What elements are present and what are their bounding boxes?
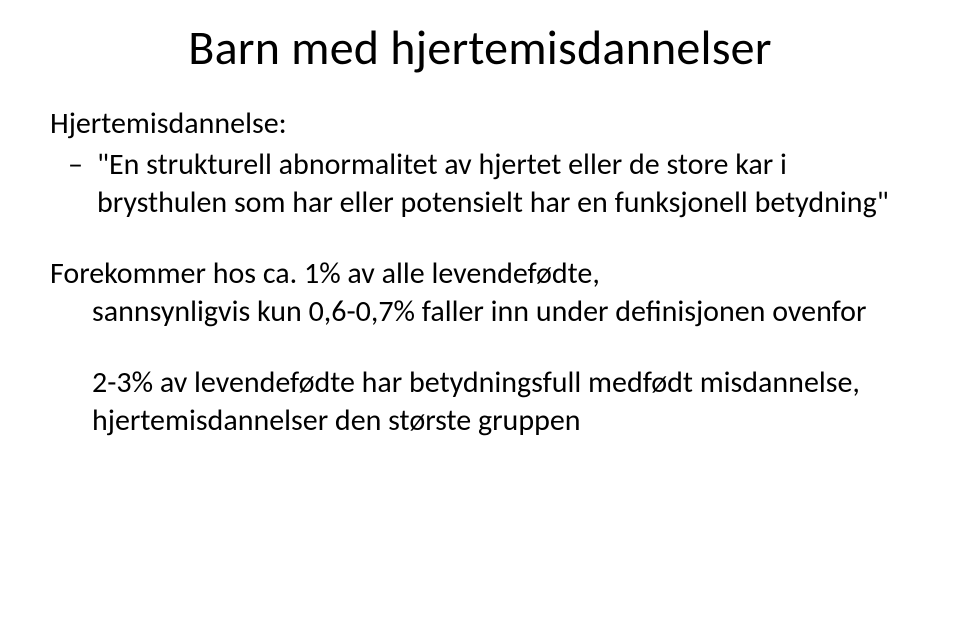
slide-title: Barn med hjertemisdannelser [50,18,910,77]
prevalence-lead: Forekommer hos ca. 1% av alle levendefød… [50,255,910,293]
definition-bullet: – "En strukturell abnormalitet av hjerte… [68,146,910,221]
prevalence-continuation: sannsynligvis kun 0,6-0,7% faller inn un… [92,293,910,331]
slide-container: Barn med hjertemisdannelser Hjertemisdan… [0,0,960,635]
subheading: Hjertemisdannelse: [50,105,910,142]
other-defects-paragraph: 2-3% av levendefødte har betydningsfull … [50,364,910,439]
bullet-dash-icon: – [68,146,83,184]
prevalence-paragraph: Forekommer hos ca. 1% av alle levendefød… [50,255,910,330]
other-defects-text: 2-3% av levendefødte har betydningsfull … [92,364,910,439]
definition-text: "En strukturell abnormalitet av hjertet … [97,146,910,221]
